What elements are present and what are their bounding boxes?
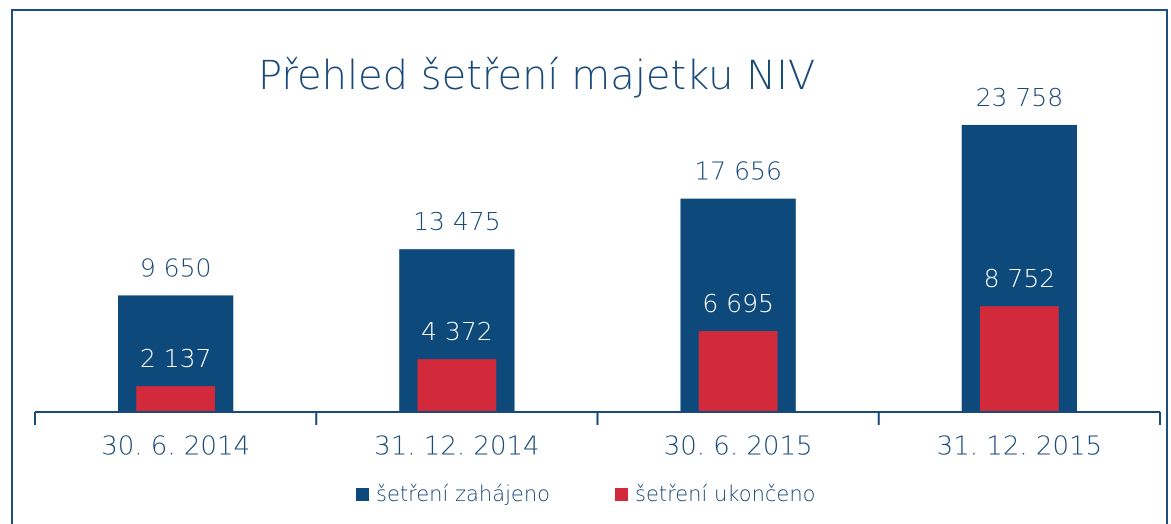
value-label: 2 137: [140, 344, 212, 373]
value-label: 17 656: [694, 157, 781, 186]
value-label: 6 695: [702, 289, 774, 318]
bar: [136, 386, 215, 412]
value-label: 23 758: [976, 83, 1063, 112]
x-tick-label: 30. 6. 2014: [101, 432, 250, 462]
legend-swatch: [356, 488, 369, 501]
x-tick-label: 31. 12. 2014: [374, 432, 539, 462]
x-tick-label: 30. 6. 2015: [664, 432, 813, 462]
x-tick-label: 31. 12. 2015: [937, 432, 1102, 462]
value-label: 9 650: [140, 253, 212, 282]
frame: [11, 9, 1168, 524]
bar: [698, 331, 778, 412]
bar: [980, 306, 1059, 412]
value-label: 13 475: [413, 207, 500, 236]
value-label: 4 372: [421, 317, 493, 346]
value-label: 8 752: [984, 264, 1056, 293]
legend-label: šetření zahájeno: [376, 482, 550, 506]
legend-swatch: [615, 488, 628, 501]
chart-title: Přehled šetření majetku NIV: [258, 53, 815, 99]
legend-label: šetření ukončeno: [635, 482, 816, 506]
bar: [417, 359, 497, 412]
